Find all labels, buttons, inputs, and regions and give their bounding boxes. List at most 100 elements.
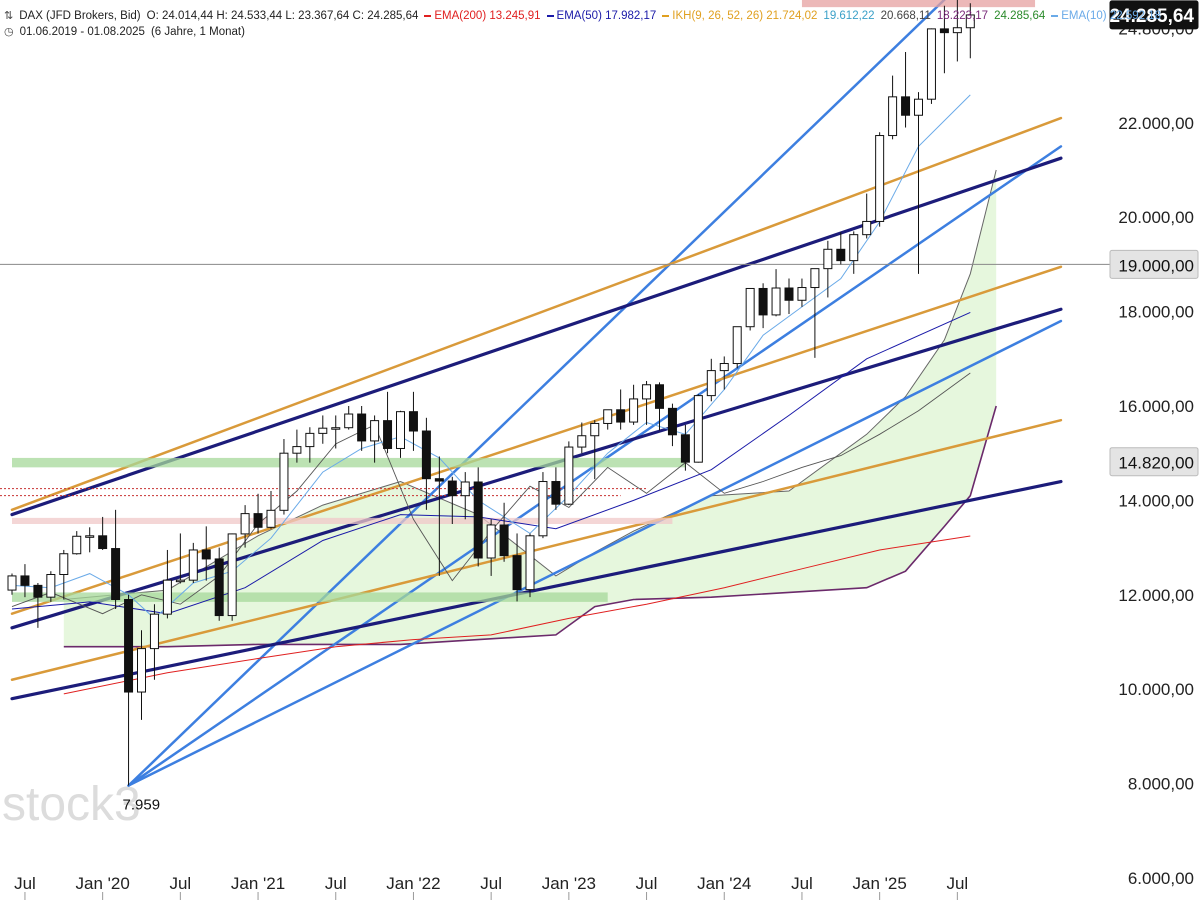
candle-body-up [59,553,69,576]
candle [525,533,535,598]
candle-body-down [784,287,794,301]
x-tick-label: Jul [14,874,36,893]
period-range: 01.06.2019 - 01.08.2025 [19,26,145,38]
candle-body-down [499,524,509,557]
price-tag: 14.820,00 [1109,447,1199,477]
candle [421,417,431,510]
candle [473,467,483,567]
candle [344,406,354,430]
candle [98,516,108,550]
chart-header: ⇅ DAX (JFD Brokers, Bid) O: 24.014,44 H:… [4,8,1167,40]
price-tag: 24.285,64 [1109,0,1199,30]
ichimoku-cloud [63,170,997,647]
candle [240,505,250,548]
y-tick-label: 6.000,00 [1128,869,1194,888]
period-detail: (6 Jahre, 1 Monat) [150,26,245,38]
candle [331,415,341,449]
trendline [127,319,1063,787]
candle [318,415,328,444]
indicator-swatch [1051,14,1059,17]
candle-body-down [447,480,457,497]
candle-body-up [693,395,703,463]
indicator-entry[interactable]: EMA(10) 22.592,18 [1051,10,1161,22]
price-tag-text: 19.000,00 [1118,256,1194,275]
candle-body-up [914,98,923,116]
indicator-entry[interactable]: EMA(50) 17.982,17 [546,10,656,22]
x-tick-label: Jul [946,874,968,893]
trendline [10,418,1063,682]
indicator-entry[interactable]: 20.668,11 [881,10,931,22]
trendline [127,0,946,787]
candle [926,28,936,104]
candle-body-up [952,27,962,34]
candle [551,467,561,510]
candle-body-up [797,287,807,301]
candle-body-up [188,549,198,581]
symbol-name: DAX (JFD Brokers, Bid) [19,10,141,22]
candle [706,358,716,402]
candle-body-up [149,613,159,650]
candle [823,240,833,298]
x-tick-label: Jul [169,874,191,893]
candle [447,476,457,524]
candle [227,533,237,621]
indicator-value: 13.245,91 [489,10,541,22]
candle [201,526,211,581]
price-tag-text: 14.820,00 [1118,454,1194,473]
candle-body-up [849,234,859,262]
plot-layer [0,0,1110,786]
indicator-list: EMA(200) 13.245,91 EMA(50) 17.982,17 IKH(9… [424,8,1167,24]
candle-body-up [771,287,781,316]
y-tick-label: 22.000,00 [1118,114,1194,133]
candle [59,549,69,600]
indicator-entry[interactable]: 24.285,64 [994,10,1045,22]
candle [564,441,574,506]
header-row-1: ⇅ DAX (JFD Brokers, Bid) O: 24.014,44 H:… [4,8,1167,24]
candle-body-up [227,533,237,617]
candle [46,571,56,602]
candle-body-down [383,420,393,449]
candle [253,493,263,534]
candle [603,409,613,430]
candle-body-down [434,478,444,482]
candle [680,424,690,471]
indicator-entry[interactable]: 19.612,22 [823,10,874,22]
candle-body-up [706,370,716,397]
candle-body-up [46,574,56,598]
y-tick-label: 14.000,00 [1118,491,1194,510]
chart-type-icon[interactable]: ⇅ [4,10,14,22]
indicator-entry[interactable]: EMA(200) 13.245,91 [424,10,541,22]
watermark-text: stock3 [2,778,141,831]
candle-body-down [214,558,224,617]
candle-body-down [111,548,121,601]
y-tick-label: 20.000,00 [1118,208,1194,227]
indicator-entry[interactable]: 18.223,17 [937,10,988,22]
candle-body-up [642,384,652,400]
candle-body-down [512,555,522,591]
candle-body-down [124,599,134,693]
candle [137,630,146,720]
x-tick-label: Jul [791,874,813,893]
zone-band [12,457,686,468]
candle [693,394,703,463]
indicator-value: 24.285,64 [994,10,1046,22]
zone-band [12,517,673,524]
candle-body-down [201,549,211,560]
candle [862,193,872,239]
indicator-entry[interactable]: IKH(9, 26, 52, 26) 21.724,02 [662,10,817,22]
candle [965,3,975,59]
candle [7,573,17,595]
y-tick-label: 10.000,00 [1118,680,1194,699]
y-tick-label: 8.000,00 [1128,775,1194,794]
candle [383,391,393,454]
clock-icon: ◷ [4,26,14,38]
indicator-label: IKH(9, 26, 52, 26) [672,10,767,22]
candle-body-down [667,407,677,436]
price-tag-box [1109,249,1199,279]
candle-body-up [965,14,975,29]
candle [85,527,95,553]
candle-body-up [823,248,833,270]
candle-body-up [292,446,302,454]
